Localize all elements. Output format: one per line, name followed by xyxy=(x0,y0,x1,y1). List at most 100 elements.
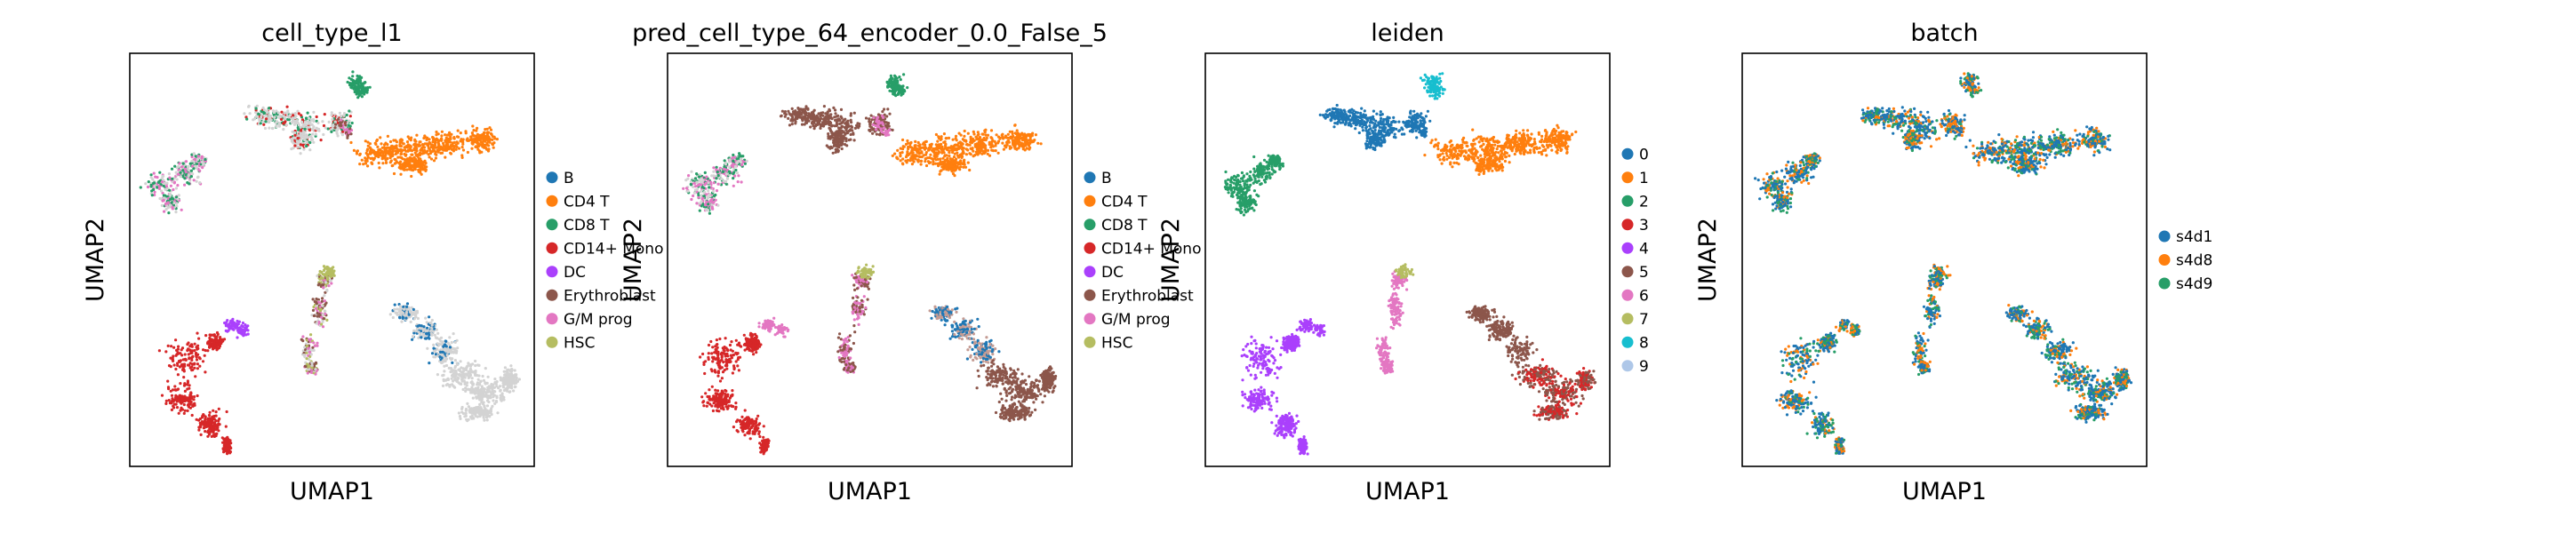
scatter-point xyxy=(309,333,313,337)
scatter-point xyxy=(499,388,502,392)
scatter-point xyxy=(852,132,855,136)
scatter-point xyxy=(512,377,516,380)
scatter-point xyxy=(945,137,948,140)
scatter-point xyxy=(328,279,332,282)
scatter-point xyxy=(426,138,429,141)
scatter-point xyxy=(147,180,150,184)
scatter-point xyxy=(315,322,318,325)
scatter-point xyxy=(193,403,196,407)
scatter-point xyxy=(412,143,416,147)
scatter-point xyxy=(197,337,201,340)
scatter-point xyxy=(814,118,818,122)
scatter-point xyxy=(192,179,196,182)
scatter-point xyxy=(834,147,838,151)
scatter-point xyxy=(392,171,396,176)
scatter-point xyxy=(492,399,495,402)
legend-marker xyxy=(546,266,558,278)
scatter-point xyxy=(409,320,412,323)
scatter-point xyxy=(149,185,153,188)
scatter-point xyxy=(940,135,943,139)
scatter-point xyxy=(821,111,825,115)
scatter-point xyxy=(342,114,346,117)
scatter-point xyxy=(790,123,794,126)
scatter-point xyxy=(301,124,305,128)
scatter-point xyxy=(321,297,324,300)
scatter-point xyxy=(395,311,398,314)
scatter-point xyxy=(154,175,157,179)
scatter-point xyxy=(175,178,179,181)
scatter-point xyxy=(338,111,341,115)
scatter-point xyxy=(460,382,463,386)
scatter-point xyxy=(406,135,410,139)
scatter-point xyxy=(911,151,915,155)
scatter-point xyxy=(403,146,406,149)
scatter-point xyxy=(491,135,494,139)
scatter-point xyxy=(168,188,172,192)
scatter-point xyxy=(454,147,458,151)
scatter-point xyxy=(236,329,240,332)
scatter-point xyxy=(830,123,835,127)
scatter-point xyxy=(399,172,403,176)
scatter-point xyxy=(836,141,839,145)
scatter-point xyxy=(223,449,227,453)
scatter-point xyxy=(452,375,455,378)
scatter-point xyxy=(467,375,471,378)
scatter-point xyxy=(410,153,413,156)
scatter-point xyxy=(482,416,485,419)
scatter-point xyxy=(477,138,481,141)
scatter-point xyxy=(834,150,837,154)
scatter-point xyxy=(196,362,199,366)
scatter-point xyxy=(399,152,404,155)
scatter-point xyxy=(206,342,210,346)
scatter-point xyxy=(412,317,416,321)
scatter-point xyxy=(170,402,173,405)
scatter-point xyxy=(421,143,425,147)
scatter-point xyxy=(236,336,239,339)
scatter-point xyxy=(502,370,506,373)
scatter-point xyxy=(432,138,436,141)
scatter-point xyxy=(394,149,397,153)
scatter-point xyxy=(956,161,959,164)
scatter-point xyxy=(184,167,188,171)
scatter-point xyxy=(357,91,361,95)
scatter-point xyxy=(275,125,278,129)
scatter-point xyxy=(320,299,324,303)
legend-label: HSC xyxy=(564,334,595,352)
scatter-point xyxy=(454,370,458,374)
scatter-point xyxy=(183,183,187,187)
scatter-point xyxy=(347,123,350,127)
scatter-points xyxy=(139,70,522,456)
scatter-point xyxy=(378,154,381,157)
scatter-point xyxy=(304,116,308,120)
scatter-point xyxy=(198,169,202,172)
scatter-point xyxy=(483,405,486,409)
scatter-point xyxy=(174,211,178,214)
scatter-point xyxy=(968,143,972,147)
scatter-point xyxy=(931,157,935,161)
scatter-point xyxy=(219,339,222,343)
scatter-point xyxy=(327,120,331,123)
scatter-point xyxy=(825,121,828,124)
scatter-point xyxy=(451,361,454,364)
scatter-point xyxy=(169,356,172,360)
scatter-point xyxy=(192,395,196,399)
scatter-point xyxy=(323,294,326,298)
scatter-point xyxy=(845,120,849,123)
scatter-point xyxy=(459,131,462,135)
scatter-point xyxy=(449,146,452,150)
scatter-point xyxy=(815,115,819,118)
scatter-point xyxy=(144,182,148,186)
scatter-point xyxy=(171,205,174,209)
scatter-point xyxy=(868,117,871,121)
scatter-point xyxy=(172,187,175,192)
scatter-point xyxy=(212,409,215,412)
scatter-point xyxy=(293,112,297,115)
scatter-point xyxy=(196,331,199,335)
scatter-point xyxy=(482,378,486,382)
scatter-point xyxy=(399,160,403,163)
scatter-point xyxy=(888,112,892,115)
scatter-point xyxy=(828,109,832,113)
scatter-point xyxy=(479,411,484,415)
scatter-point xyxy=(371,156,374,160)
scatter-point xyxy=(933,147,937,151)
